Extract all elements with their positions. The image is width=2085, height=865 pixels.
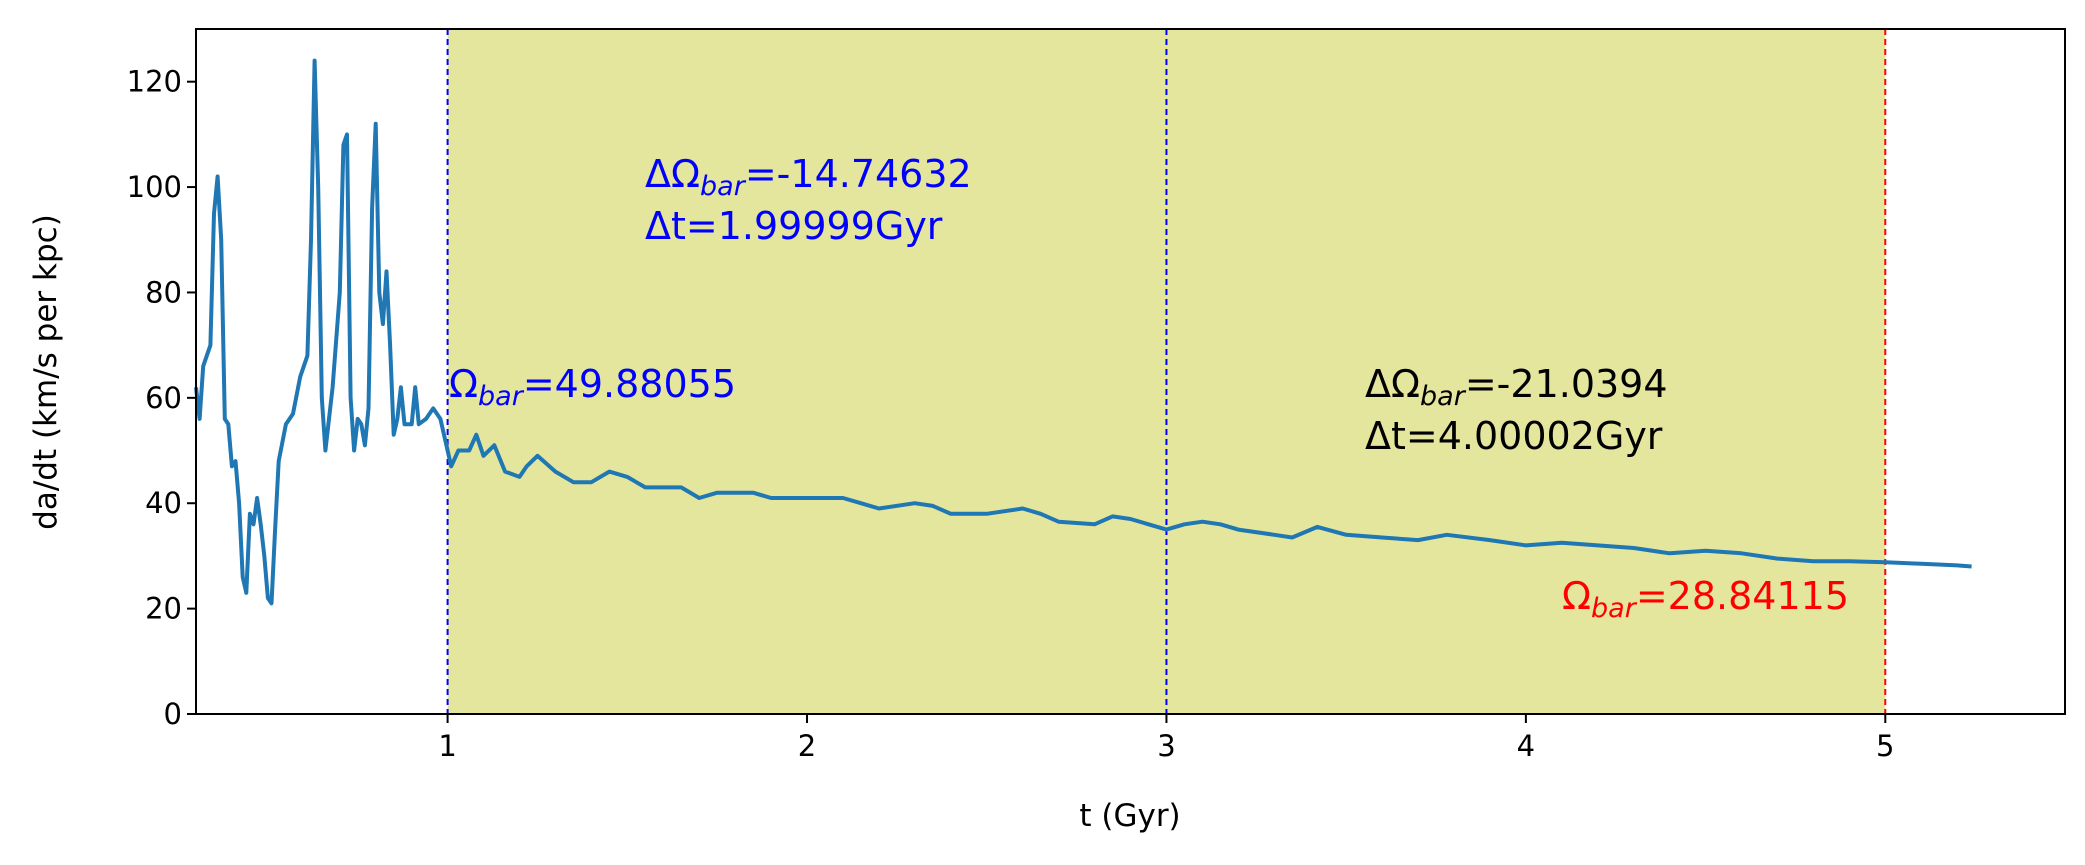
annotation-subscript: bar: [700, 171, 747, 202]
y-tick-label: 60: [145, 381, 182, 415]
annotation-text: =28.84115: [1636, 574, 1849, 618]
annotation: Ωbar=28.84115: [1562, 574, 1849, 624]
annotation-subscript: bar: [1591, 593, 1638, 624]
annotation-text: Δt=4.00002Gyr: [1365, 414, 1663, 458]
annotation-text: =-14.74632: [745, 152, 972, 196]
x-tick-label: 3: [1157, 729, 1175, 763]
annotation: Ωbar=49.88055: [449, 362, 736, 412]
x-tick-label: 5: [1876, 729, 1894, 763]
x-tick-label: 4: [1517, 729, 1535, 763]
annotation: Δt=4.00002Gyr: [1365, 414, 1663, 458]
annotation-subscript: bar: [478, 381, 525, 412]
annotation-subscript: bar: [1420, 381, 1467, 412]
annotation-text: ΔΩ: [1365, 362, 1420, 406]
y-tick-label: 0: [164, 697, 182, 731]
annotation-text: =-21.0394: [1465, 362, 1668, 406]
annotation: ΔΩbar=-14.74632: [645, 152, 972, 202]
plot-frame: [195, 28, 2066, 715]
x-tick-label: 1: [438, 729, 456, 763]
annotation-text: Δt=1.99999Gyr: [645, 204, 943, 248]
y-tick-label: 120: [127, 65, 182, 99]
data-line: [194, 58, 1972, 606]
y-tick-label: 20: [145, 592, 182, 626]
annotation: ΔΩbar=-21.0394: [1365, 362, 1668, 412]
annotation-text: Ω: [1562, 574, 1591, 618]
x-axis-label: t (Gyr): [1079, 798, 1180, 834]
x-tick-label: 2: [798, 729, 816, 763]
annotation: Δt=1.99999Gyr: [645, 204, 943, 248]
y-tick-label: 80: [145, 275, 182, 309]
annotation-text: ΔΩ: [645, 152, 700, 196]
annotation-text: =49.88055: [523, 362, 736, 406]
y-tick-label: 40: [145, 486, 182, 520]
annotation-text: Ω: [449, 362, 478, 406]
y-tick-label: 100: [127, 170, 182, 204]
y-axis-label: da/dt (km/s per kpc): [28, 214, 64, 530]
